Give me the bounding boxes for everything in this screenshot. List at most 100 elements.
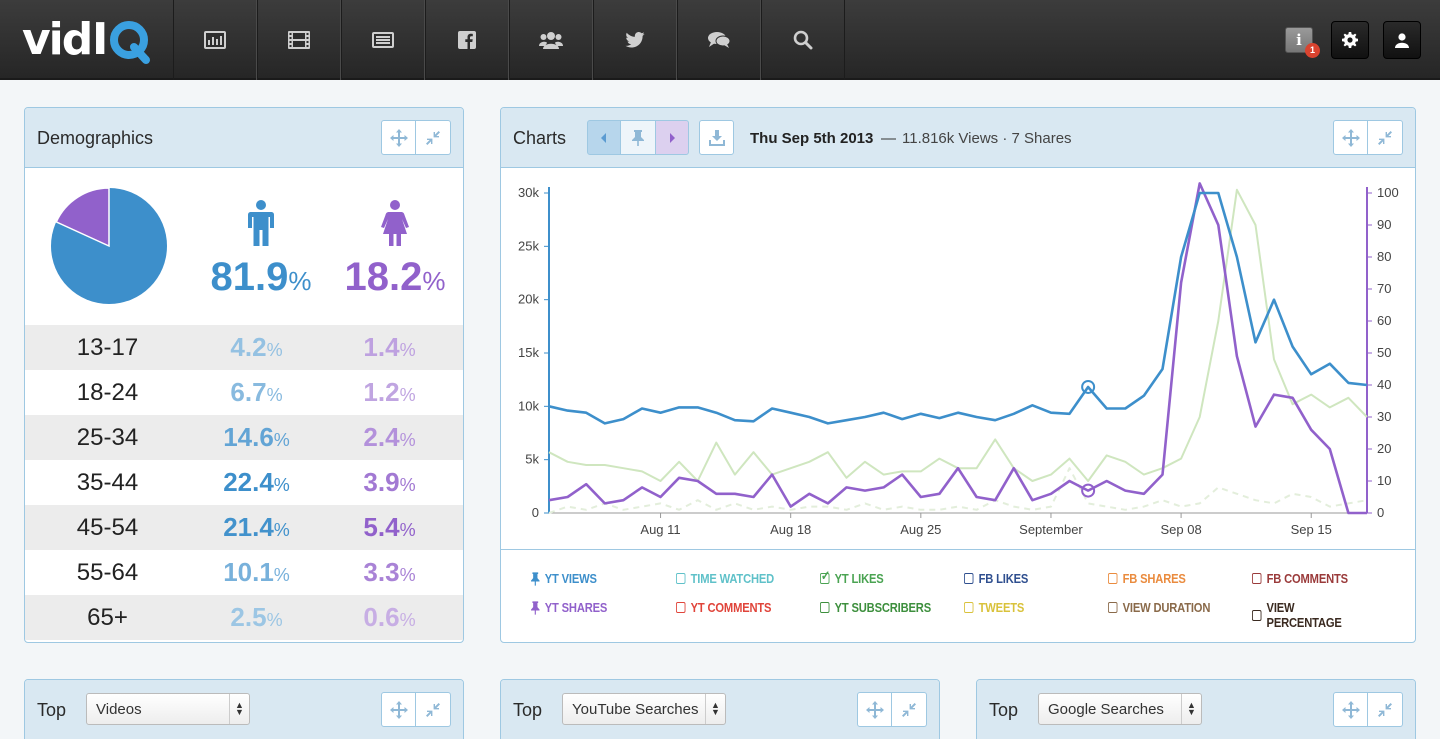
select-arrows-icon: ▲ ▼ xyxy=(705,694,725,724)
collapse-panel-button[interactable] xyxy=(1368,692,1403,727)
move-panel-button[interactable] xyxy=(381,692,416,727)
settings-button[interactable] xyxy=(1331,21,1369,59)
legend-item-time-watched[interactable]: TIME WATCHED xyxy=(676,571,774,586)
female-icon xyxy=(381,200,409,246)
legend-item-yt-shares[interactable]: YT SHARES xyxy=(531,600,607,615)
legend-divider xyxy=(501,549,1415,550)
gender-pie-chart xyxy=(49,186,169,311)
age-row: 25-34 14.6% 2.4% xyxy=(25,415,463,460)
x-tick-label: Sep 08 xyxy=(1160,522,1201,537)
male-stat: 81.9% xyxy=(201,200,321,300)
nav-facebook[interactable] xyxy=(425,0,509,80)
female-age-percentage: 3.9% xyxy=(363,467,416,497)
male-age-percentage: 2.5% xyxy=(230,602,283,632)
pin-icon xyxy=(531,600,540,615)
legend-item-view-duration[interactable]: VIEW DURATION xyxy=(1108,600,1210,615)
charts-title: Charts xyxy=(513,128,567,148)
y-right-tick-label: 50 xyxy=(1377,345,1391,360)
legend-item-fb-likes[interactable]: FB LIKES xyxy=(964,571,1028,586)
female-age-percentage: 3.3% xyxy=(363,557,416,587)
previous-date-button[interactable] xyxy=(587,120,621,155)
legend-label: FB LIKES xyxy=(978,571,1029,586)
collapse-panel-button[interactable] xyxy=(416,120,451,155)
age-range: 25-34 xyxy=(76,423,139,451)
list-icon xyxy=(372,32,394,48)
nav-twitter[interactable] xyxy=(593,0,677,80)
female-age-percentage: 1.2% xyxy=(363,377,416,407)
panel-controls xyxy=(381,120,451,155)
select-arrows-icon: ▲ ▼ xyxy=(1181,694,1201,724)
nav-videos[interactable] xyxy=(257,0,341,80)
male-age-percentage: 14.6% xyxy=(223,422,290,452)
move-icon xyxy=(389,700,408,719)
legend-item-yt-views[interactable]: YT VIEWS xyxy=(531,571,597,586)
age-row: 45-54 21.4% 5.4% xyxy=(25,505,463,550)
vidiq-logo[interactable]: vid I xyxy=(22,14,152,66)
nav-search[interactable] xyxy=(761,0,845,80)
checkbox-icon xyxy=(1108,602,1118,613)
select-arrows-icon: ▲ ▼ xyxy=(229,694,249,724)
checkbox-icon xyxy=(1108,573,1118,584)
move-panel-button[interactable] xyxy=(1333,692,1368,727)
checkbox-icon xyxy=(820,602,830,613)
caret-left-icon xyxy=(601,132,606,143)
selected-date: Thu Sep 5th 2013 xyxy=(750,130,874,147)
legend-item-view-percentage[interactable]: VIEW PERCENTAGE xyxy=(1252,600,1372,630)
user-menu-button[interactable] xyxy=(1383,21,1421,59)
female-stat: 18.2% xyxy=(335,200,455,300)
legend-item-tweets[interactable]: TWEETS xyxy=(964,600,1024,615)
nav-list[interactable] xyxy=(341,0,425,80)
y-right-tick-label: 30 xyxy=(1377,409,1391,424)
legend-label: YT SHARES xyxy=(544,600,608,615)
top-google-searches-panel: Top Google Searches ▲ ▼ xyxy=(976,679,1416,739)
x-tick-label: Aug 25 xyxy=(900,522,941,537)
info-button[interactable]: i 1 xyxy=(1285,27,1320,58)
male-age-percentage: 22.4% xyxy=(223,467,290,497)
main-nav xyxy=(173,0,845,80)
legend-item-yt-comments[interactable]: YT COMMENTS xyxy=(676,600,772,615)
top-videos-panel: Top Videos ▲ ▼ xyxy=(24,679,464,739)
top-google-searches-header: Top Google Searches ▲ ▼ xyxy=(977,680,1415,739)
collapse-panel-button[interactable] xyxy=(892,692,927,727)
next-date-button[interactable] xyxy=(655,120,689,155)
facebook-icon xyxy=(458,31,476,49)
selected-date-stats: 11.816k Views · 7 Shares xyxy=(902,130,1072,147)
nav-users[interactable] xyxy=(509,0,593,80)
top-videos-select-value: Videos xyxy=(96,701,142,718)
male-age-percentage: 10.1% xyxy=(223,557,290,587)
move-panel-button[interactable] xyxy=(1333,120,1368,155)
date-navigation xyxy=(587,120,689,155)
age-range: 55-64 xyxy=(76,558,139,586)
highlight-marker-yt-views xyxy=(1081,379,1096,394)
compress-icon xyxy=(902,702,916,717)
legend-item-yt-likes[interactable]: YT LIKES xyxy=(820,568,884,586)
series-yt-subscribers xyxy=(548,467,1368,514)
download-button[interactable] xyxy=(699,120,734,155)
charts-header: Charts Thu Sep 5th 2013 — 11.816k Views … xyxy=(501,108,1415,168)
legend-item-fb-comments[interactable]: FB COMMENTS xyxy=(1252,571,1348,586)
move-icon xyxy=(1341,700,1360,719)
y-right-tick-label: 60 xyxy=(1377,313,1391,328)
top-youtube-searches-select[interactable]: YouTube Searches ▲ ▼ xyxy=(562,693,726,725)
legend-item-fb-shares[interactable]: FB SHARES xyxy=(1108,571,1186,586)
svg-text:I: I xyxy=(92,14,106,65)
compress-icon xyxy=(1378,702,1392,717)
y-right-tick-label: 40 xyxy=(1377,377,1391,392)
collapse-panel-button[interactable] xyxy=(416,692,451,727)
y-left-tick-label: 10k xyxy=(518,398,539,413)
nav-comments[interactable] xyxy=(677,0,761,80)
y-left-tick-label: 15k xyxy=(518,345,539,360)
y-left-tick-label: 30k xyxy=(518,185,539,200)
move-panel-button[interactable] xyxy=(857,692,892,727)
checkbox-icon xyxy=(676,602,686,613)
move-panel-button[interactable] xyxy=(381,120,416,155)
top-google-searches-select[interactable]: Google Searches ▲ ▼ xyxy=(1038,693,1202,725)
legend-item-yt-subscribers[interactable]: YT SUBSCRIBERS xyxy=(820,600,931,615)
search-icon xyxy=(793,30,813,50)
pin-date-button[interactable] xyxy=(621,120,655,155)
age-range: 18-24 xyxy=(76,378,139,406)
top-videos-select[interactable]: Videos ▲ ▼ xyxy=(86,693,250,725)
views-shares-line-chart: 0 5k 10k 15k 20k 25k 30k 0 10 20 30 40 50 60 70 80 90 100… xyxy=(518,182,1399,537)
collapse-panel-button[interactable] xyxy=(1368,120,1403,155)
nav-analytics[interactable] xyxy=(173,0,257,80)
